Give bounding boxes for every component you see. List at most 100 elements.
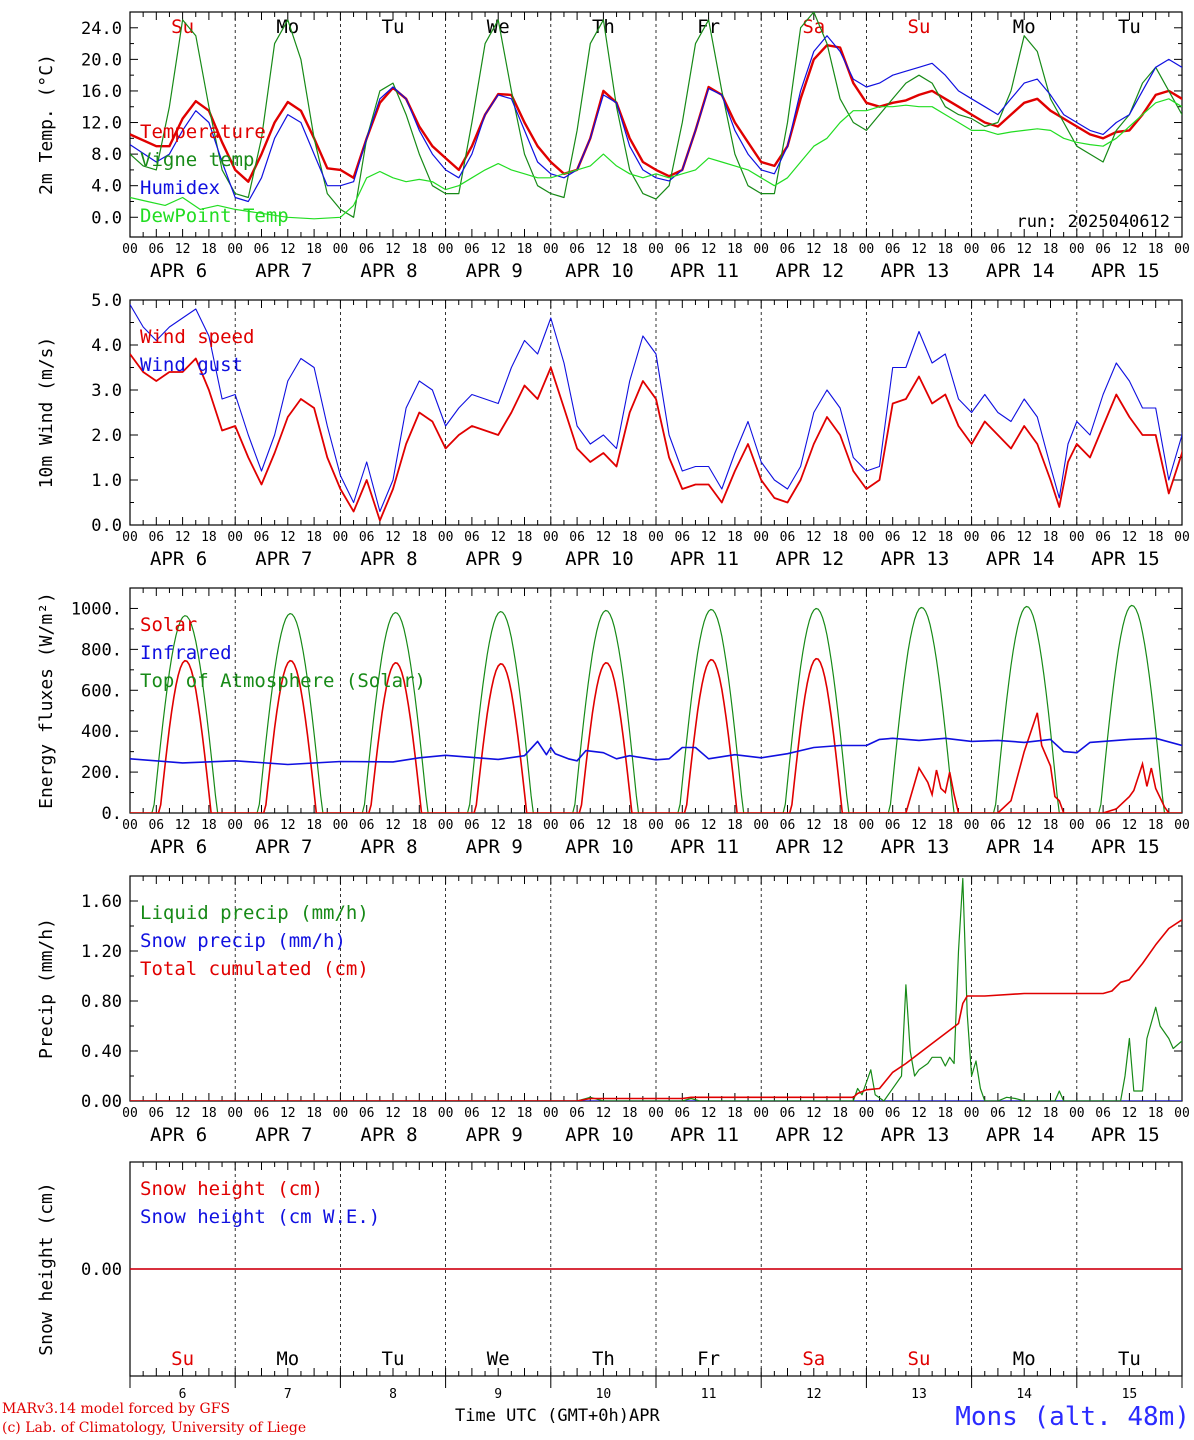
y-axis-title: 10m Wind (m/s) <box>36 337 57 489</box>
hour-tick-label: 18 <box>306 530 322 545</box>
y-tick-label: 4.0 <box>91 336 122 356</box>
hour-tick-label: 00 <box>333 1106 349 1121</box>
hour-tick-label: 00 <box>1069 818 1085 833</box>
hour-tick-label: 12 <box>175 530 191 545</box>
hour-tick-label: 12 <box>701 242 717 257</box>
day-label: APR 8 <box>360 836 417 858</box>
weekday-label: Sa <box>802 16 825 38</box>
hour-tick-label: 18 <box>1148 818 1164 833</box>
weekday-label: Fr <box>697 16 720 38</box>
day-label: APR 15 <box>1091 836 1160 858</box>
y-tick-label: 1.20 <box>81 942 122 962</box>
hour-tick-label: 06 <box>780 1106 796 1121</box>
hour-tick-label: 00 <box>648 818 664 833</box>
panel-5: 0.00 Snow height (cm) Su 6 Mo 7 Tu 8 We 9 Th 10 Fr 11… <box>36 1161 1183 1402</box>
hour-tick-label: 06 <box>569 818 585 833</box>
hour-tick-label: 06 <box>464 242 480 257</box>
y-tick-label: 3.0 <box>91 381 122 401</box>
hour-tick-label: 18 <box>306 1106 322 1121</box>
hour-tick-label: 12 <box>1016 818 1032 833</box>
credit-line: (c) Lab. of Climatology, University of L… <box>2 1420 307 1436</box>
hour-tick-label: 12 <box>806 1106 822 1121</box>
y-axis-title: Precip (mm/h) <box>36 918 57 1059</box>
legend-entry: Infrared <box>140 642 232 664</box>
day-label: APR 13 <box>881 260 950 282</box>
weekday-label: Su <box>171 16 194 38</box>
legend-entry: Snow height (cm) <box>140 1178 323 1200</box>
hour-tick-label: 00 <box>964 530 980 545</box>
hour-tick-label: 06 <box>148 1106 164 1121</box>
hour-tick-label: 12 <box>1122 530 1138 545</box>
hour-tick-label: 12 <box>490 818 506 833</box>
hour-tick-label: 12 <box>385 1106 401 1121</box>
legend-entry: Total cumulated (cm) <box>140 958 369 980</box>
hour-tick-label: 12 <box>280 242 296 257</box>
series-line <box>892 766 960 813</box>
day-label: APR 13 <box>881 1124 950 1146</box>
series-line <box>130 918 1182 1101</box>
hour-tick-label: 06 <box>569 242 585 257</box>
hour-tick-label: 00 <box>648 242 664 257</box>
hour-tick-label: 18 <box>411 242 427 257</box>
series-line <box>130 657 1182 813</box>
hour-tick-label: 00 <box>438 530 454 545</box>
hour-tick-label: 18 <box>201 818 217 833</box>
hour-tick-label: 18 <box>727 242 743 257</box>
hour-tick-label: 06 <box>780 818 796 833</box>
panel-3: 0. 200. 400. 600. 800. 1000. Energy fluxes (W/… <box>36 587 1190 858</box>
hour-tick-label: 00 <box>227 818 243 833</box>
hour-tick-label: 06 <box>148 818 164 833</box>
hour-tick-label: 00 <box>859 530 875 545</box>
series-group <box>130 304 1182 522</box>
y-tick-label: 4.0 <box>91 177 122 197</box>
hour-tick-label: 06 <box>569 1106 585 1121</box>
hour-tick-label: 12 <box>596 1106 612 1121</box>
hour-tick-label: 18 <box>1043 242 1059 257</box>
hour-tick-label: 18 <box>517 1106 533 1121</box>
day-label: APR 6 <box>150 260 207 282</box>
hour-tick-label: 06 <box>464 530 480 545</box>
hour-tick-label: 00 <box>543 1106 559 1121</box>
hour-tick-label: 12 <box>701 530 717 545</box>
hour-tick-label: 00 <box>964 242 980 257</box>
series-group <box>130 604 1182 813</box>
model-credit: MARv3.14 model forced by GFS (c) Lab. of… <box>2 1400 306 1438</box>
hour-tick-label: 00 <box>1174 818 1190 833</box>
legend-entry: Humidex <box>140 177 220 199</box>
hour-tick-label: 18 <box>201 242 217 257</box>
hour-tick-label: 00 <box>859 818 875 833</box>
hour-tick-label: 00 <box>1069 242 1085 257</box>
hour-tick-label: 06 <box>569 530 585 545</box>
series-line <box>130 604 1182 813</box>
y-tick-label: 2.0 <box>91 426 122 446</box>
hour-tick-label: 00 <box>964 1106 980 1121</box>
run-annotation: run: 2025040612 <box>1016 212 1170 232</box>
day-label: APR 11 <box>670 836 739 858</box>
weekday-label: Tu <box>382 16 405 38</box>
hour-tick-label: 12 <box>596 242 612 257</box>
hour-tick-label: 18 <box>727 530 743 545</box>
hour-tick-label: 18 <box>517 818 533 833</box>
hour-tick-label: 06 <box>148 242 164 257</box>
hour-tick-label: 12 <box>911 530 927 545</box>
hour-tick-label: 00 <box>648 530 664 545</box>
hour-tick-label: 06 <box>1095 530 1111 545</box>
bottom-day-number: 6 <box>179 1387 187 1402</box>
model-line: MARv3.14 model forced by GFS <box>2 1401 231 1417</box>
hour-tick-label: 18 <box>1148 530 1164 545</box>
hour-tick-label: 00 <box>122 530 138 545</box>
hour-tick-label: 18 <box>622 1106 638 1121</box>
y-tick-label: 1000. <box>71 599 122 619</box>
hour-tick-label: 06 <box>148 530 164 545</box>
hour-tick-label: 00 <box>122 818 138 833</box>
series-group <box>130 877 1182 1101</box>
day-label: APR 6 <box>150 548 207 570</box>
hour-tick-label: 18 <box>832 530 848 545</box>
hour-tick-label: 12 <box>1122 1106 1138 1121</box>
weekday-label: Su <box>908 16 931 38</box>
hour-tick-label: 12 <box>385 530 401 545</box>
series-line <box>130 877 1182 1101</box>
station-name: Mons (alt. 48m) <box>955 1402 1190 1432</box>
hour-tick-label: 06 <box>359 530 375 545</box>
